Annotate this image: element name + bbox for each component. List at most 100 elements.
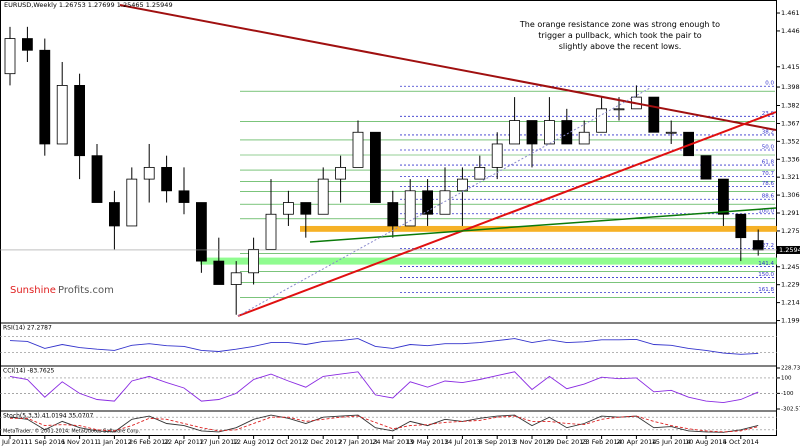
candle-body [700, 155, 712, 180]
candle-body [578, 131, 590, 145]
candle-body [178, 190, 190, 203]
indicator-tick-label: -100 [781, 391, 794, 397]
candle-body [230, 272, 242, 285]
x-tick-label: 6 Nov 2011 [61, 438, 99, 446]
y-tick-label: 1.33695 [781, 155, 800, 163]
fib-label: 141.4 [758, 261, 774, 267]
indicator-line [9, 371, 759, 404]
x-tick-label: 29 Dec 2013 [546, 438, 588, 446]
candle-body [456, 178, 468, 192]
y-tick-label: 1.29105 [781, 209, 800, 217]
candle-body [91, 155, 103, 203]
y-tick-label: 1.19925 [781, 317, 800, 325]
candle-body [21, 38, 33, 51]
fib-label: 50.0 [762, 144, 775, 150]
candle-body [39, 49, 51, 145]
fib-label: 100.0 [758, 208, 774, 214]
x-tick-label: 10 Aug 2014 [685, 438, 727, 446]
indicator-label: Stoch(5,3,3) 41.0194 35.0707 [3, 413, 94, 420]
candle-body [439, 190, 451, 215]
fib-label: 70.7 [762, 171, 775, 177]
x-tick-label: 12 Aug 2012 [233, 438, 275, 446]
candle-body [387, 202, 399, 227]
candle-body [561, 120, 573, 145]
y-tick-label: 1.22985 [781, 281, 800, 289]
candle-body [56, 85, 68, 145]
x-tick-label: 8 Sep 2013 [479, 438, 516, 446]
candle-body [613, 108, 625, 111]
x-tick-label: 22 Apr 2012 [164, 438, 204, 446]
x-tick-label: 14 Jul 2013 [444, 438, 481, 446]
candle-body [422, 190, 434, 215]
candle-layer [4, 26, 764, 315]
indicator-label: RSI(14) 27.2787 [3, 325, 52, 332]
fib-label: 23.6 [762, 111, 775, 117]
copyright: MetaTrader, © 2001-2014, MetaQuotes Soft… [3, 428, 141, 435]
trendlines [119, 4, 777, 317]
x-tick-label: 23 Feb 2014 [581, 438, 621, 446]
logo: Sunshine [10, 285, 56, 296]
x-tick-label: 3 Nov 2013 [513, 438, 551, 446]
fib-label: 38.2 [762, 129, 774, 135]
candle-body [718, 178, 729, 215]
fib-anchor [237, 87, 651, 317]
x-tick-label: 27 Jan 2013 [339, 438, 378, 446]
y-tick-label: 1.21455 [781, 299, 800, 307]
indicator-label: CCI(14) -83.7625 [3, 368, 55, 375]
candle-body [752, 240, 764, 251]
last-price-label: 1.25949 [779, 246, 800, 254]
y-tick-label: 1.41590 [781, 63, 800, 71]
candle-body [335, 166, 347, 180]
x-tick-label: 26 Feb 2012 [129, 438, 169, 446]
x-tick-label: 20 Apr 2014 [616, 438, 656, 446]
y-tick-label: 1.46180 [781, 9, 800, 17]
candle-body [265, 213, 277, 250]
candle-body [735, 213, 747, 239]
candle-body [248, 248, 260, 274]
y-tick-label: 1.38285 [781, 101, 800, 109]
trendline [119, 4, 777, 131]
fib-label: 150.0 [758, 272, 774, 278]
y-tick-label: 1.24515 [781, 263, 800, 271]
fib-label: 161.8 [758, 287, 774, 293]
x-tick-label: 2 Dec 2012 [305, 438, 342, 446]
y-tick-label: 1.32165 [781, 173, 800, 181]
indicator-tick-label: 228.733 [781, 366, 800, 372]
x-tick-label: 17 Jun 2012 [199, 438, 238, 446]
frame [0, 0, 777, 436]
candle-body [143, 166, 155, 180]
indicator-tick-label: 100 [781, 375, 792, 381]
y-tick-label: 1.36750 [781, 119, 800, 127]
x-tick-label: 17 Jul 2011 [0, 438, 28, 446]
candle-body [404, 190, 416, 227]
candle-body [213, 260, 225, 285]
x-tick-label: 19 May 2013 [406, 438, 448, 446]
candle-body [195, 202, 207, 262]
indicator-line [10, 415, 759, 433]
candle-body [544, 120, 555, 145]
y-tick-label: 1.39860 [781, 83, 800, 91]
candle-body [4, 38, 16, 75]
candle-body [74, 85, 85, 157]
x-tick-label: 11 Sep 2011 [24, 438, 65, 446]
x-tick-label: 24 Mar 2013 [372, 438, 413, 446]
y-tick-label: 1.27575 [781, 227, 800, 235]
candle-body [596, 108, 607, 133]
y-tick-label: 1.35225 [781, 137, 800, 145]
logo: Profits.com [58, 285, 114, 296]
x-tick-label: 7 Oct 2012 [270, 438, 306, 446]
trendline [237, 111, 777, 317]
fib-label: 0.0 [765, 81, 774, 87]
fib-label: 78.6 [762, 181, 775, 187]
indicator-tick-label: -302.5710 [781, 407, 800, 413]
last-price-box [777, 245, 800, 254]
trendline [309, 207, 777, 243]
y-tick-label: 1.44650 [781, 27, 800, 35]
fib-label: 127.2 [758, 243, 774, 249]
candle-body [369, 131, 381, 203]
candle-body [161, 166, 173, 192]
candle-body [648, 96, 660, 133]
candle-body [474, 166, 486, 180]
